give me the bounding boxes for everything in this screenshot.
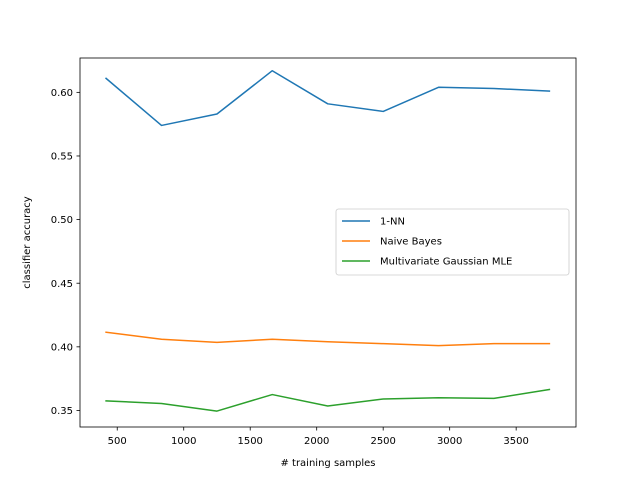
x-tick-label: 3000 [437, 436, 462, 447]
series-line-multivariate-gaussian-mle [105, 388, 551, 412]
x-tick-label: 3500 [503, 436, 528, 447]
x-tick-label: 1500 [237, 436, 262, 447]
legend-label: 1-NN [380, 217, 405, 228]
y-tick-label: 0.60 [51, 88, 73, 99]
x-tick-label: 2000 [304, 436, 329, 447]
plot-frame [79, 57, 577, 428]
series-line-naive-bayes [105, 331, 551, 347]
legend-box [335, 208, 570, 276]
y-tick-label: 0.55 [51, 152, 73, 163]
legend-label: Naive Bayes [380, 237, 442, 248]
y-tick-label: 0.40 [51, 342, 73, 353]
legend: 1-NN Naive Bayes Multivariate Gaussian MLE [335, 208, 570, 276]
x-axis: 500 1000 1500 2000 2500 3000 3500 [108, 427, 529, 447]
y-tick-label: 0.50 [51, 215, 73, 226]
legend-label: Multivariate Gaussian MLE [380, 257, 512, 268]
x-tick-label: 2500 [370, 436, 395, 447]
series-layer [105, 69, 551, 412]
y-tick-label: 0.35 [51, 406, 73, 417]
series-line-1-nn [105, 69, 551, 127]
y-tick-label: 0.45 [51, 279, 73, 290]
x-axis-label: # training samples [280, 458, 375, 469]
x-tick-label: 500 [108, 436, 127, 447]
y-axis: 0.35 0.40 0.45 0.50 0.55 0.60 [51, 88, 80, 417]
x-tick-label: 1000 [171, 436, 196, 447]
y-axis-label: classifier accuracy [22, 196, 33, 289]
